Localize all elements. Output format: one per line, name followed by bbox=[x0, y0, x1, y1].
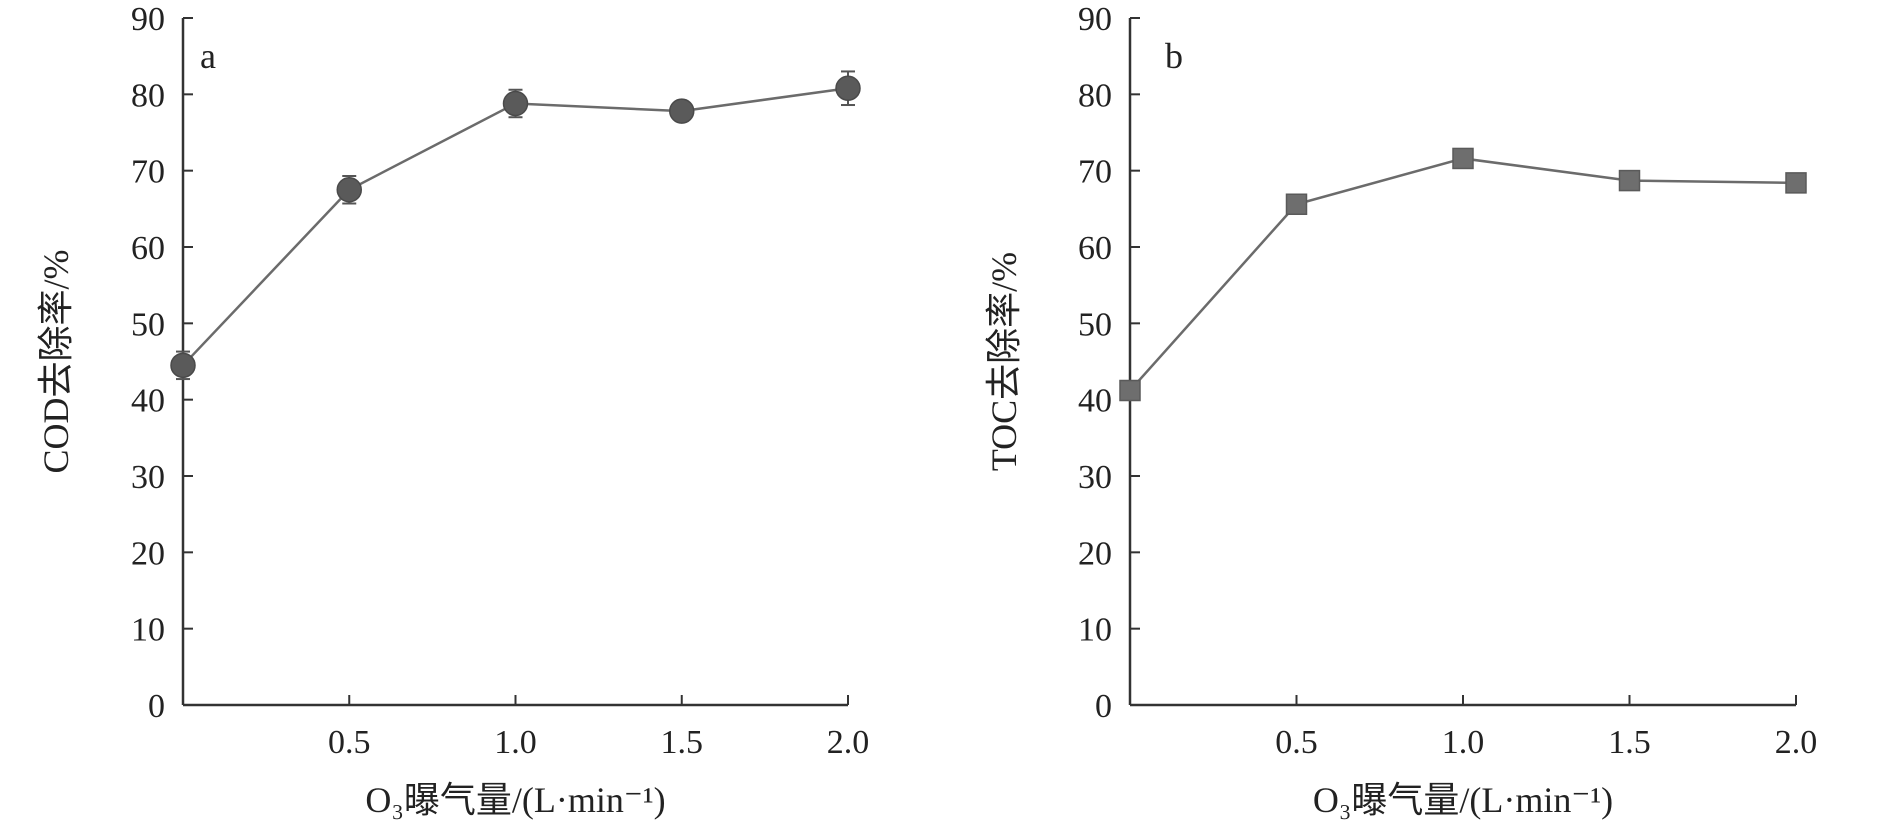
y-tick-label: 30 bbox=[1078, 459, 1112, 496]
data-point-square bbox=[1119, 379, 1141, 402]
series-line bbox=[1129, 157, 1797, 392]
data-point-square bbox=[1285, 193, 1308, 216]
data-point-circle bbox=[669, 98, 695, 124]
panel-b: 0 10 20 30 40 50 60 70 80 90 0.5 1.0 1.5 2.0 b TOC去除率/%… bbox=[984, 1, 1817, 820]
data-point-square bbox=[1618, 169, 1641, 192]
y-tick-label: 20 bbox=[1078, 535, 1112, 572]
y-tick-label: 60 bbox=[1078, 230, 1112, 267]
x-tick-label: 1.0 bbox=[494, 724, 537, 761]
y-axis-title: COD去除率/% bbox=[36, 250, 76, 474]
x-tick-label: 1.0 bbox=[1442, 724, 1485, 761]
y-tick-label: 40 bbox=[131, 383, 165, 420]
x-axis-title: O₃曝气量/(L·min⁻¹) bbox=[1313, 780, 1613, 820]
y-tick-label: 50 bbox=[1078, 306, 1112, 343]
data-point-circle bbox=[336, 177, 362, 203]
series-line bbox=[182, 86, 849, 367]
y-tick-label: 20 bbox=[131, 535, 165, 572]
x-tick-label: 0.5 bbox=[328, 724, 371, 761]
y-tick-label: 90 bbox=[1078, 1, 1112, 38]
y-tick-label: 80 bbox=[1078, 77, 1112, 114]
data-point-square bbox=[1452, 147, 1474, 170]
panel-label: a bbox=[200, 36, 216, 76]
y-tick-label: 40 bbox=[1078, 383, 1112, 420]
y-tick-label: 50 bbox=[131, 306, 165, 343]
y-tick-label: 0 bbox=[1095, 688, 1112, 725]
y-tick-label: 10 bbox=[131, 612, 165, 649]
data-point-square bbox=[1785, 172, 1807, 194]
y-tick-label: 80 bbox=[131, 77, 165, 114]
y-tick-label: 0 bbox=[148, 688, 165, 725]
x-axis-title: O₃曝气量/(L·min⁻¹) bbox=[365, 780, 665, 820]
x-tick-label: 1.5 bbox=[661, 724, 704, 761]
data-point-circle bbox=[170, 352, 196, 379]
x-tick-label: 2.0 bbox=[827, 724, 870, 761]
panel-a: 0 10 20 30 40 50 60 70 80 90 0.5 1.0 1.5 2.0 a COD去除率/%… bbox=[36, 1, 869, 820]
data-point-circle bbox=[835, 75, 861, 101]
y-axis-title: TOC去除率/% bbox=[984, 252, 1024, 471]
y-tick-label: 10 bbox=[1078, 612, 1112, 649]
y-tick-label: 60 bbox=[131, 230, 165, 267]
panel-label: b bbox=[1165, 36, 1183, 76]
x-tick-label: 2.0 bbox=[1775, 724, 1818, 761]
y-tick-label: 30 bbox=[131, 459, 165, 496]
y-tick-label: 70 bbox=[131, 154, 165, 191]
data-point-circle bbox=[502, 90, 529, 117]
x-tick-label: 0.5 bbox=[1275, 724, 1318, 761]
y-tick-label: 90 bbox=[131, 1, 165, 38]
y-tick-label: 70 bbox=[1078, 154, 1112, 191]
x-tick-label: 1.5 bbox=[1608, 724, 1651, 761]
